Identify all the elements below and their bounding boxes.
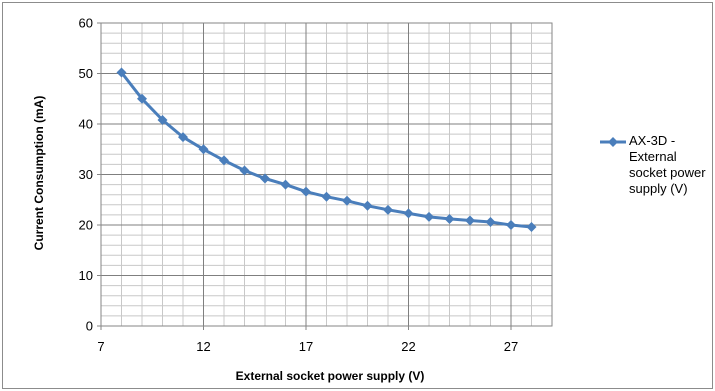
legend-marker-icon bbox=[600, 137, 626, 147]
data-point bbox=[219, 155, 229, 166]
data-point bbox=[362, 200, 373, 211]
y-tick-label: 30 bbox=[79, 167, 93, 182]
data-point bbox=[198, 144, 209, 155]
y-tick-label: 10 bbox=[79, 268, 93, 283]
data-point bbox=[485, 216, 496, 227]
data-point bbox=[157, 114, 168, 125]
data-point bbox=[321, 191, 332, 202]
data-point bbox=[342, 195, 352, 206]
data-point bbox=[526, 222, 537, 233]
data-point bbox=[465, 215, 475, 226]
x-axis-title: External socket power supply (V) bbox=[236, 369, 425, 383]
x-tick-label: 27 bbox=[504, 339, 518, 354]
data-point bbox=[506, 220, 516, 230]
series-layer bbox=[116, 67, 537, 233]
data-point bbox=[383, 204, 393, 215]
y-tick-label: 0 bbox=[86, 319, 93, 334]
y-tick-label: 40 bbox=[79, 117, 93, 132]
x-tick-label: 7 bbox=[97, 339, 104, 354]
tick-label-layer: 0 10 20 30 40 50 60 7 12 17 22 27 bbox=[79, 16, 519, 355]
data-point bbox=[239, 165, 250, 176]
y-tick-label: 50 bbox=[79, 66, 93, 81]
y-axis-title: Current Consumption (mA) bbox=[32, 96, 46, 251]
x-tick-label: 22 bbox=[401, 339, 415, 354]
legend-label: AX-3D - External socket power supply (V) bbox=[629, 133, 706, 196]
data-point bbox=[424, 211, 434, 222]
data-point bbox=[280, 179, 291, 190]
data-point bbox=[137, 93, 147, 104]
x-tick-label: 17 bbox=[299, 339, 313, 354]
data-point bbox=[260, 173, 270, 184]
data-point bbox=[444, 213, 455, 224]
grid-layer bbox=[101, 23, 552, 326]
data-point bbox=[116, 67, 127, 78]
data-point bbox=[301, 186, 311, 197]
line-chart: 0 10 20 30 40 50 60 7 12 17 22 27 Current Consumpti… bbox=[32, 16, 553, 383]
y-tick-label: 20 bbox=[79, 218, 93, 233]
y-tick-label: 60 bbox=[79, 16, 93, 31]
x-tick-label: 12 bbox=[196, 339, 210, 354]
data-point bbox=[403, 208, 414, 219]
data-point bbox=[178, 132, 188, 143]
